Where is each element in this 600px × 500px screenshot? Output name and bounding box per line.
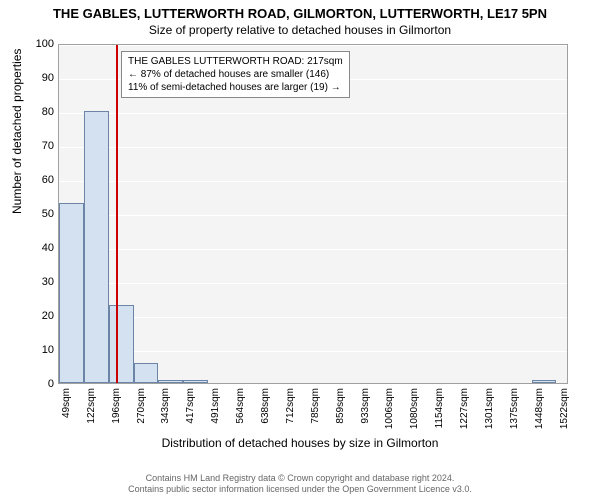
x-tick-label: 196sqm [111,388,122,424]
histogram-bar [134,363,159,383]
gridline [59,147,567,148]
x-tick-label: 1080sqm [409,388,420,429]
x-tick-label: 417sqm [185,388,196,424]
y-tick-label: 20 [24,310,54,322]
x-tick-label: 933sqm [360,388,371,424]
y-tick-label: 10 [24,344,54,356]
x-tick-label: 1006sqm [384,388,395,429]
callout-line1: THE GABLES LUTTERWORTH ROAD: 217sqm [128,55,343,68]
y-tick-label: 40 [24,242,54,254]
gridline [59,181,567,182]
x-tick-label: 638sqm [260,388,271,424]
histogram-bar [183,380,208,383]
x-tick-label: 1227sqm [459,388,470,429]
x-tick-label: 49sqm [61,388,72,418]
x-tick-label: 491sqm [210,388,221,424]
x-tick-label: 343sqm [160,388,171,424]
gridline [59,215,567,216]
x-tick-label: 785sqm [310,388,321,424]
x-tick-label: 1448sqm [534,388,545,429]
x-tick-label: 122sqm [86,388,97,424]
y-tick-label: 80 [24,106,54,118]
x-tick-label: 1522sqm [559,388,570,429]
footer-line1: Contains HM Land Registry data © Crown c… [0,473,600,485]
y-tick-label: 30 [24,276,54,288]
x-tick-label: 1154sqm [434,388,445,428]
gridline [59,45,567,46]
y-tick-label: 50 [24,208,54,220]
gridline [59,249,567,250]
page-title: THE GABLES, LUTTERWORTH ROAD, GILMORTON,… [0,0,600,21]
y-tick-label: 100 [24,38,54,50]
gridline [59,113,567,114]
x-tick-label: 270sqm [136,388,147,424]
y-tick-label: 70 [24,140,54,152]
x-tick-label: 564sqm [235,388,246,424]
x-tick-label: 1301sqm [484,388,495,429]
x-axis-label: Distribution of detached houses by size … [0,436,600,450]
histogram-chart: THE GABLES LUTTERWORTH ROAD: 217sqm ← 87… [58,44,568,384]
x-tick-label: 712sqm [285,388,296,424]
gridline [59,283,567,284]
footer-line2: Contains public sector information licen… [0,484,600,496]
y-tick-label: 90 [24,72,54,84]
property-callout: THE GABLES LUTTERWORTH ROAD: 217sqm ← 87… [121,51,350,98]
x-tick-label: 859sqm [335,388,346,424]
page-subtitle: Size of property relative to detached ho… [0,21,600,37]
histogram-bar [84,111,109,383]
footer-attribution: Contains HM Land Registry data © Crown c… [0,473,600,496]
gridline [59,385,567,386]
callout-line3: 11% of semi-detached houses are larger (… [128,81,343,94]
gridline [59,351,567,352]
histogram-bar [532,380,557,383]
x-tick-label: 1375sqm [509,388,520,429]
y-axis-label: Number of detached properties [10,49,24,214]
histogram-bar [158,380,183,383]
histogram-bar [109,305,134,383]
gridline [59,317,567,318]
y-tick-label: 60 [24,174,54,186]
histogram-bar [59,203,84,383]
y-tick-label: 0 [24,378,54,390]
property-marker-line [116,45,118,383]
callout-line2: ← 87% of detached houses are smaller (14… [128,68,343,81]
